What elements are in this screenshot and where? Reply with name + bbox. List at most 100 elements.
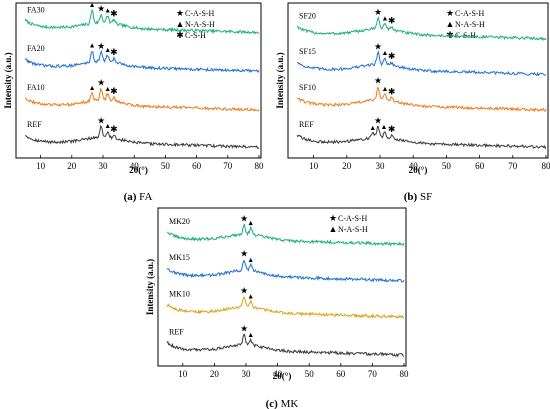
x-tick-label: 30 [99,161,109,171]
series-line-fa30 [24,8,260,35]
peak-marker: ▲ [104,46,111,54]
peak-marker: ★ [374,76,382,86]
legend-label: N-A-S-H [338,225,368,234]
peak-marker: ★ [374,42,382,52]
series-label: REF [299,120,314,129]
peak-marker: ✱ [388,124,396,134]
series-line-sf10 [296,86,547,113]
legend-label: C-A-S-H [185,9,215,18]
peak-marker: ★ [97,4,105,14]
peak-marker: ▲ [382,85,389,93]
x-axis-label: 2θ(°) [409,165,428,175]
x-tick-label: 10 [309,161,319,171]
x-tick-label: 70 [223,161,233,171]
peak-marker: ★ [97,115,105,125]
legend-label: N-A-S-H [455,20,485,29]
series-label: REF [27,120,42,129]
x-tick-label: 80 [400,369,410,379]
x-tick-label: 60 [475,161,485,171]
peak-marker: ▲ [104,85,111,93]
x-tick-label: 40 [409,161,419,171]
x-tick-label: 40 [130,161,140,171]
chart-panel-fa: 10 20 30 40 50 60 70 80 2θ(°) Intensity (a.u.) (a)… [3,1,264,203]
peak-marker: ✱ [110,47,118,57]
legend-marker: ★ [329,213,337,223]
peak-marker: ★ [240,323,248,333]
x-tick-label: 80 [255,161,265,171]
peak-marker: ★ [240,286,248,296]
peak-marker: ✱ [110,8,118,18]
peak-marker: ★ [97,41,105,51]
x-tick-label: 60 [192,161,202,171]
x-tick-label: 70 [368,369,378,379]
legend-marker: ★ [446,8,454,18]
peak-marker: ★ [240,214,248,224]
panel-caption: (b) SF [404,191,432,203]
x-tick-label: 10 [178,369,188,379]
plot-frame [15,2,262,159]
peak-marker: ✱ [110,124,118,134]
chart-panel-mk: 10 20 30 40 50 60 70 80 2θ(°) Intensity (a.u.) (c)… [145,207,410,409]
legend-label: C-A-S-H [338,214,368,223]
series-line-mk15 [166,260,405,283]
x-tick-label: 60 [336,369,346,379]
chart-panel-sf: 10 20 30 40 50 60 70 80 2θ(°) Intensity (a.u.) (b)… [275,2,550,203]
peak-marker: ▲ [247,256,254,264]
panel-name: FA [136,191,152,203]
peak-marker: ▲ [247,331,254,339]
y-axis-label: Intensity (a.u.) [3,52,13,108]
x-tick-label: 50 [305,369,315,379]
peak-marker: ✱ [388,51,396,61]
peak-marker: ▲ [89,1,96,9]
peak-marker: ✱ [110,86,118,96]
legend-marker: ▲ [176,19,185,29]
peak-marker: ★ [374,7,382,17]
legend-marker: ▲ [446,19,455,29]
legend-label: C-A-S-H [455,9,485,18]
series-line-fa10 [24,87,260,112]
legend-label: C-S-H [455,31,476,40]
legend-label: N-A-S-H [185,20,215,29]
series-label: FA10 [27,83,45,92]
series-label: MK15 [169,253,190,262]
series-label: FA20 [27,44,45,53]
x-tick-label: 80 [542,161,550,171]
x-tick-label: 70 [508,161,518,171]
x-tick-label: 30 [376,161,386,171]
x-axis-label: 2θ(°) [273,371,292,381]
peak-marker: ✱ [388,15,396,25]
peak-marker: ★ [240,248,248,258]
peak-marker: ▲ [369,124,376,132]
x-tick-label: 40 [273,369,283,379]
series-label: SF10 [299,83,316,92]
x-tick-label: 20 [342,161,352,171]
peak-marker: ▲ [247,219,254,227]
panel-name: MK [278,398,299,409]
y-axis-label: Intensity (a.u.) [275,52,285,108]
legend-marker: ★ [176,8,184,18]
plot-frame [157,207,407,367]
peak-marker: ▲ [104,122,111,130]
x-axis-label: 2θ(°) [129,165,148,175]
peak-marker: ▲ [382,49,389,57]
peak-marker: ▲ [382,14,389,22]
legend-marker: ▲ [329,224,338,234]
series-label: MK10 [169,289,190,298]
series-line-mk10 [166,296,405,319]
peak-marker: ▲ [381,123,388,131]
x-tick-label: 30 [242,369,252,379]
series-line-ref [296,125,547,150]
series-line-mk20 [166,223,405,247]
x-tick-label: 50 [161,161,171,171]
series-line-ref [166,333,405,358]
x-tick-label: 20 [210,369,220,379]
legend-label: C-S-H [185,31,206,40]
series-label: FA30 [27,5,45,14]
series-label: SF20 [299,12,316,21]
series-line-fa20 [24,49,260,74]
plot-frame [287,2,549,159]
panel-caption: (a) FA [124,191,153,203]
panel-name: SF [417,191,432,203]
series-label: MK20 [169,217,190,226]
